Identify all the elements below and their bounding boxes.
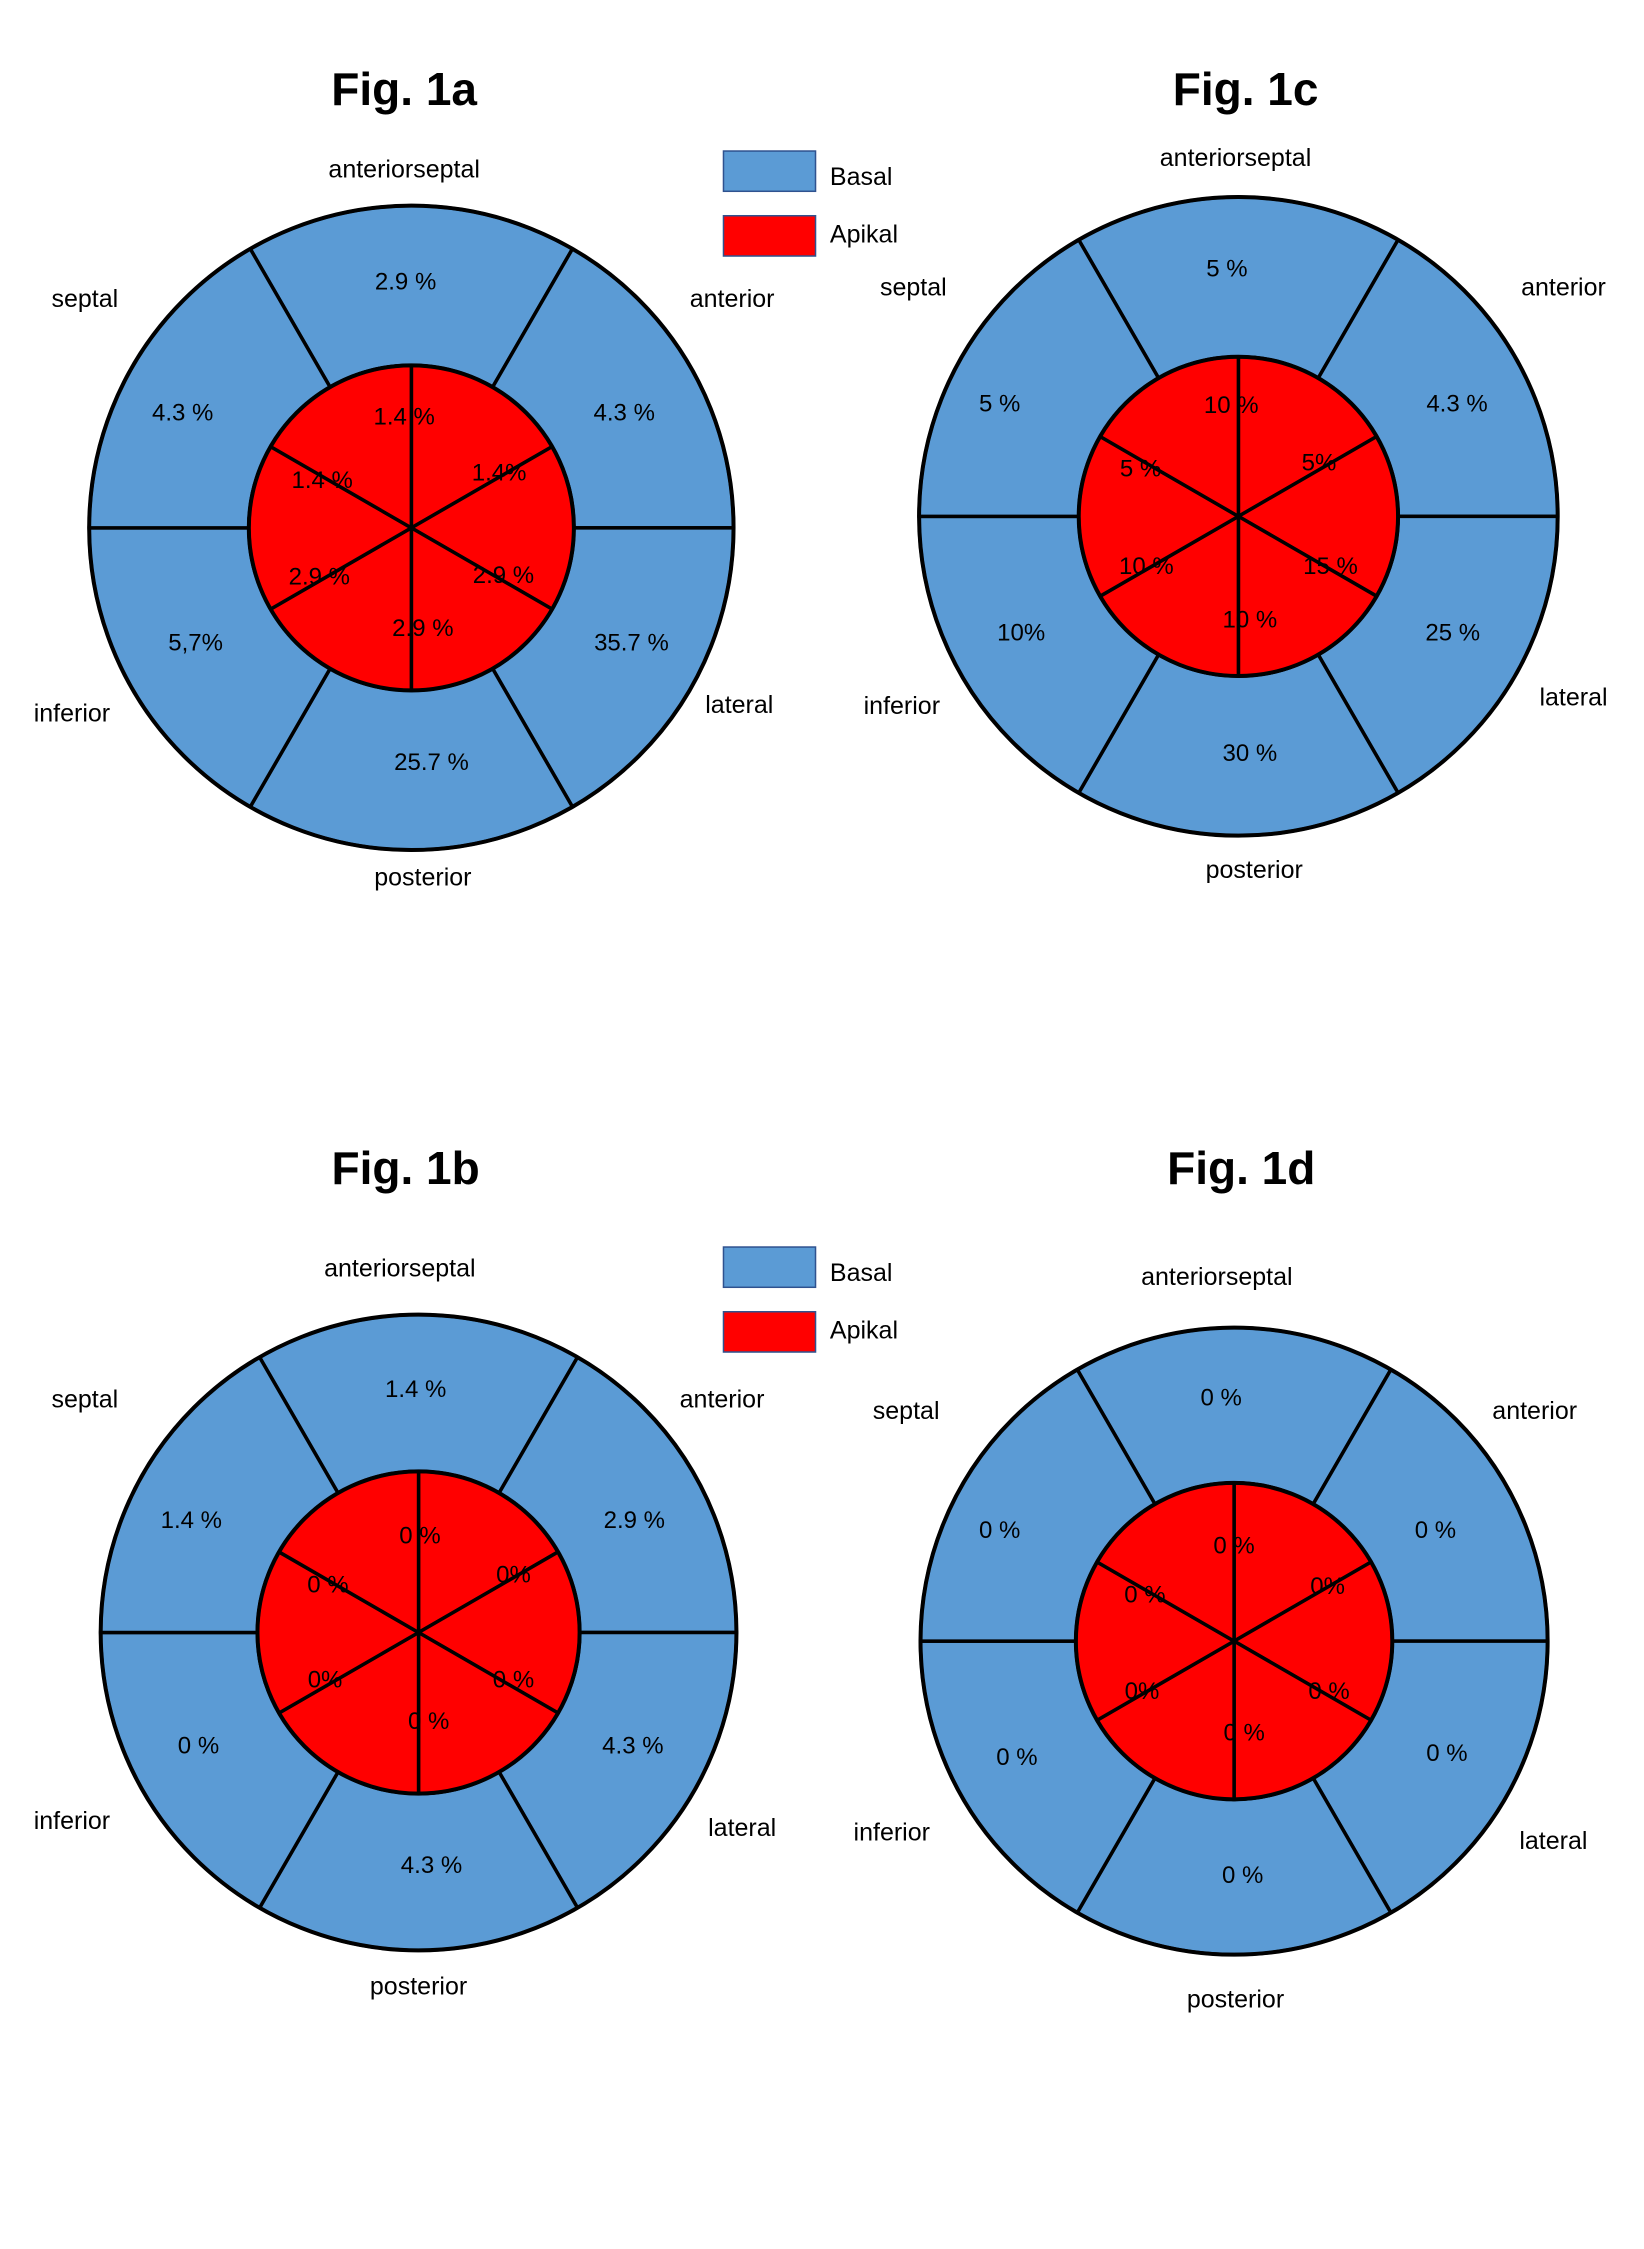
basal-value-lateral: 25 % — [1425, 619, 1480, 646]
apical-value-septal: 0 % — [307, 1572, 348, 1599]
apical-value-anterior: 1.4% — [472, 460, 527, 487]
bullseye-fig1d: Fig. 1d anteriorseptal anterior lateral post… — [854, 1142, 1588, 2013]
direction-label-anteriorseptal: anteriorseptal — [1141, 1263, 1292, 1291]
direction-label-inferior: inferior — [34, 1807, 110, 1835]
legend-swatch-apical — [722, 214, 817, 257]
basal-value-inferior: 10% — [997, 619, 1045, 646]
apical-value-lateral: 15 % — [1303, 553, 1358, 580]
direction-label-inferior: inferior — [854, 1818, 930, 1846]
apical-value-posterior: 2.9 % — [392, 615, 453, 642]
inner-circle-outline — [246, 363, 576, 693]
outer-ring-outline — [87, 203, 736, 853]
apical-value-inferior: 10 % — [1119, 553, 1174, 580]
basal-value-lateral: 35.7 % — [594, 629, 669, 656]
apical-value-anterior: 5% — [1302, 450, 1337, 477]
direction-label-septal: septal — [52, 285, 119, 313]
direction-label-septal: septal — [880, 274, 947, 302]
apical-value-anteriorseptal: 10 % — [1204, 392, 1259, 419]
bullseye-fig1b: Fig. 1b anteriorseptal anterior lateral post… — [34, 1142, 777, 2000]
legend-swatch-basal — [722, 150, 817, 193]
direction-label-anterior: anterior — [1521, 274, 1606, 302]
basal-value-anterior: 4.3 % — [594, 399, 655, 426]
basal-value-lateral: 0 % — [1426, 1740, 1467, 1767]
basal-value-anteriorseptal: 1.4 % — [385, 1376, 446, 1403]
legend-label-apical: Apikal — [830, 1316, 898, 1344]
direction-label-inferior: inferior — [34, 699, 110, 727]
basal-value-anterior: 4.3 % — [1426, 391, 1487, 418]
direction-label-anterior: anterior — [690, 285, 775, 313]
apical-value-anterior: 0% — [496, 1561, 531, 1588]
inner-circle-outline — [1073, 1480, 1395, 1802]
direction-label-lateral: lateral — [708, 1814, 776, 1842]
basal-value-inferior: 0 % — [178, 1733, 219, 1760]
basal-value-anteriorseptal: 0 % — [1200, 1385, 1241, 1412]
direction-label-posterior: posterior — [1206, 856, 1303, 884]
direction-label-anterior: anterior — [1492, 1397, 1577, 1425]
direction-label-lateral: lateral — [1539, 684, 1607, 712]
direction-label-posterior: posterior — [374, 863, 471, 891]
chart-title: Fig. 1d — [1167, 1142, 1315, 1194]
direction-label-septal: septal — [873, 1397, 940, 1425]
basal-value-posterior: 4.3 % — [401, 1852, 462, 1879]
direction-label-anteriorseptal: anteriorseptal — [324, 1255, 475, 1283]
apical-value-septal: 5 % — [1120, 455, 1161, 482]
apical-value-posterior: 10 % — [1223, 606, 1278, 633]
apical-value-posterior: 0 % — [408, 1708, 449, 1735]
legend-label-basal: Basal — [830, 163, 893, 191]
basal-value-septal: 0 % — [979, 1517, 1020, 1544]
basal-value-septal: 1.4 % — [161, 1507, 222, 1534]
apical-value-septal: 1.4 % — [291, 467, 352, 494]
basal-value-inferior: 0 % — [996, 1744, 1037, 1771]
inner-circle-outline — [255, 1469, 582, 1796]
apical-value-anteriorseptal: 0 % — [399, 1523, 440, 1550]
chart-title: Fig. 1a — [331, 63, 477, 115]
basal-value-inferior: 5,7% — [168, 629, 223, 656]
apical-value-lateral: 0 % — [493, 1666, 534, 1693]
apical-value-inferior: 0% — [1125, 1678, 1160, 1705]
direction-label-anteriorseptal: anteriorseptal — [1160, 144, 1311, 172]
direction-label-inferior: inferior — [864, 692, 940, 720]
apical-value-anteriorseptal: 0 % — [1213, 1533, 1254, 1560]
direction-label-lateral: lateral — [705, 691, 773, 719]
apical-value-septal: 0 % — [1124, 1582, 1165, 1609]
apical-value-anterior: 0% — [1310, 1573, 1345, 1600]
legend-top: Basal Apikal — [722, 150, 898, 257]
bullseye-fig1c: Fig. 1c anteriorseptal anterior lateral post… — [864, 63, 1608, 884]
direction-label-posterior: posterior — [1187, 1985, 1284, 2013]
outer-ring-outline — [917, 195, 1560, 838]
apical-value-posterior: 0 % — [1223, 1720, 1264, 1747]
legend-label-apical: Apikal — [830, 220, 898, 248]
apical-value-inferior: 2.9 % — [289, 563, 350, 590]
direction-label-anterior: anterior — [680, 1385, 765, 1413]
inner-circle-outline — [1076, 354, 1401, 679]
chart-title: Fig. 1c — [1173, 63, 1319, 115]
legend-swatch-apical — [722, 1310, 817, 1353]
basal-value-anteriorseptal: 2.9 % — [375, 268, 436, 295]
direction-label-anteriorseptal: anteriorseptal — [328, 156, 479, 184]
outer-ring-outline — [918, 1325, 1550, 1957]
legend-bottom: Basal Apikal — [722, 1246, 898, 1353]
basal-value-anterior: 0 % — [1415, 1517, 1456, 1544]
legend-label-basal: Basal — [830, 1259, 893, 1287]
direction-label-lateral: lateral — [1519, 1827, 1587, 1855]
basal-value-posterior: 25.7 % — [394, 749, 469, 776]
basal-value-anteriorseptal: 5 % — [1206, 255, 1247, 282]
bullseye-fig1a: Fig. 1a anteriorseptal anterior lateral post… — [34, 63, 775, 891]
legend-swatch-basal — [722, 1246, 817, 1289]
apical-value-inferior: 0% — [308, 1666, 343, 1693]
direction-label-posterior: posterior — [370, 1972, 467, 2000]
chart-title: Fig. 1b — [331, 1142, 479, 1194]
basal-value-posterior: 30 % — [1223, 740, 1278, 767]
apical-value-lateral: 2.9 % — [473, 562, 534, 589]
basal-value-posterior: 0 % — [1222, 1862, 1263, 1889]
outer-ring-outline — [98, 1312, 739, 1953]
basal-value-septal: 4.3 % — [152, 399, 213, 426]
direction-label-septal: septal — [52, 1385, 119, 1413]
basal-value-anterior: 2.9 % — [604, 1507, 665, 1534]
basal-value-lateral: 4.3 % — [602, 1733, 663, 1760]
basal-value-septal: 5 % — [979, 391, 1020, 418]
apical-value-lateral: 0 % — [1308, 1678, 1349, 1705]
apical-value-anteriorseptal: 1.4 % — [373, 404, 434, 431]
